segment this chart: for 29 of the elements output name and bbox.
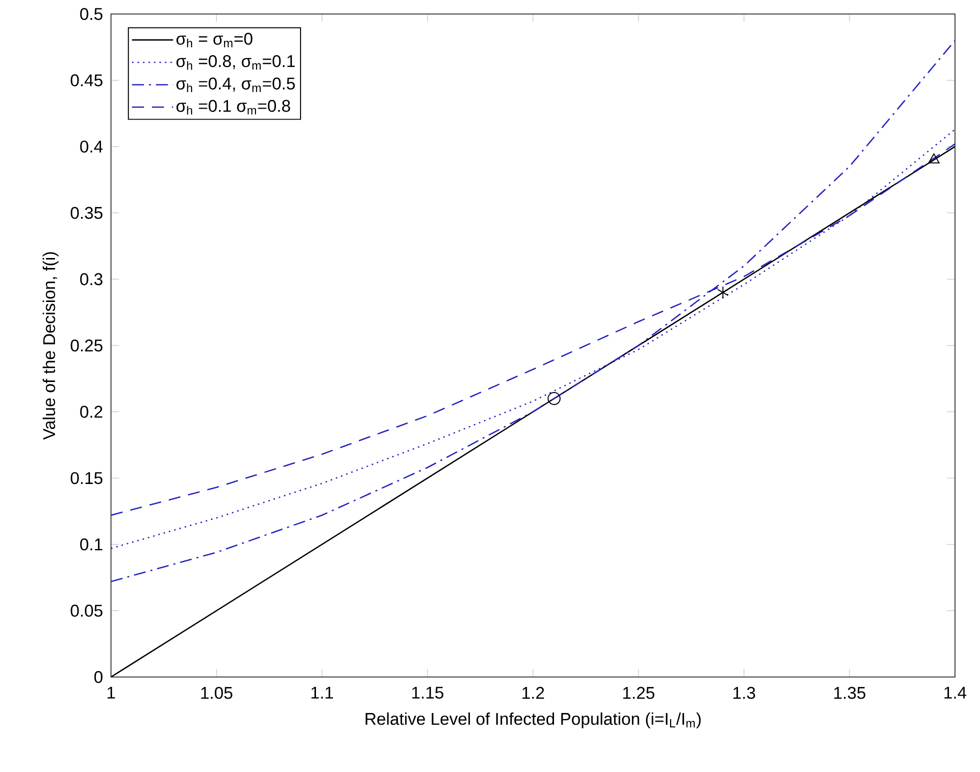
y-tick-label: 0.35	[70, 206, 102, 219]
legend-label: σ$_{h}$ =0.4, σ$_{m}$=0.5	[176, 78, 295, 92]
x-tick-label: 1.3	[733, 686, 756, 699]
x-tick-label: 1.15	[412, 686, 444, 699]
legend-label: σ$_{h}$ =0.8, σ$_{m}$=0.1	[176, 55, 295, 70]
y-tick-label: 0.45	[70, 74, 102, 86]
point	[548, 392, 561, 406]
x-tick-label: 1.4	[944, 686, 966, 699]
legend-label: σ$_{h}$ = σ$_{m}$=0	[176, 32, 252, 48]
y-tick-label: 0.5	[80, 8, 102, 20]
x-tick-label: 1.05	[201, 686, 232, 699]
y-tick-label: 0.15	[70, 472, 102, 484]
x-tick-label: 1	[108, 686, 115, 699]
x-tick-label: 1.1	[311, 686, 333, 699]
legend-label: σ$_{h}$ =0.1 σ$_{m}$=0.8	[176, 100, 290, 114]
y-tick-label: 0.4	[80, 140, 103, 153]
point	[717, 286, 729, 299]
y-tick-label: 0.3	[80, 273, 102, 286]
y-tick-label: 0	[94, 670, 102, 684]
x-tick-label: 1.35	[834, 686, 866, 699]
y-tick-label: 0.1	[80, 538, 102, 550]
point	[928, 153, 940, 164]
y-axis-title: Value of the Decision, f(i)	[42, 252, 59, 440]
x-axis-title: Relative Level of Infected Population (i=I$_{L}$/I$_{m}$)	[366, 712, 701, 728]
y-tick-label: 0.2	[80, 406, 102, 418]
y-tick-label: 0.25	[70, 339, 102, 352]
x-tick-label: 1.2	[522, 686, 544, 699]
x-tick-label: 1.25	[623, 686, 654, 699]
y-tick-label: 0.05	[70, 604, 102, 617]
